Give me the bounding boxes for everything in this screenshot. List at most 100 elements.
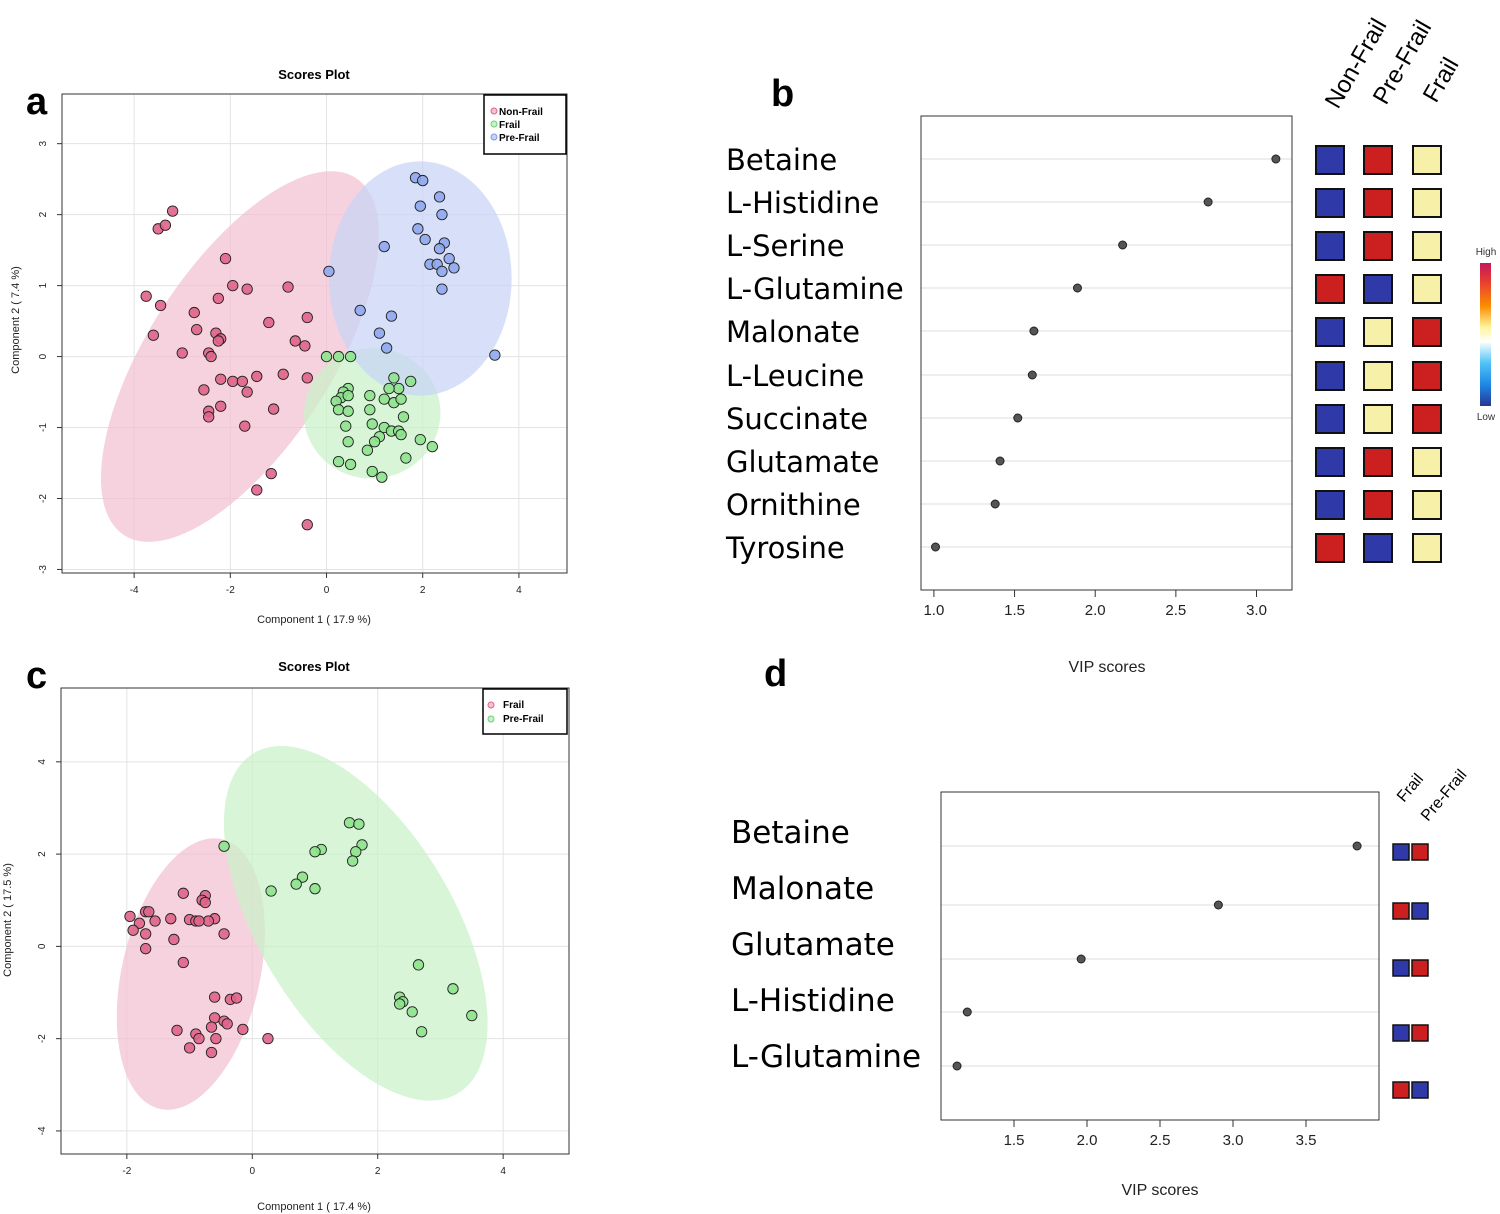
x-tick-label: 3.0 <box>1223 1132 1244 1149</box>
vip-point <box>1027 370 1037 380</box>
data-point-pre-frail <box>414 200 426 212</box>
data-point-pre-frail <box>417 174 429 187</box>
x-tick-label: 1.5 <box>1004 602 1025 619</box>
data-point-non-frail <box>176 347 188 359</box>
heatmap-cell <box>1363 404 1393 434</box>
legend-label-pre-frail-c: Pre-Frail <box>503 714 544 725</box>
data-point-pre-frail <box>354 304 366 317</box>
panel-a-frame <box>61 93 568 574</box>
data-point-non-frail <box>215 373 227 385</box>
legend-marker-pre-frail-c <box>487 715 495 723</box>
data-point-frail <box>221 1018 233 1030</box>
data-point-pre-frail <box>290 878 302 890</box>
vip-point <box>931 542 941 552</box>
panel-c-x-ticks: -2 0 2 4 <box>122 1154 506 1177</box>
data-point-frail <box>393 382 405 395</box>
x-tick-label: 0 <box>250 1166 256 1177</box>
panel-b-vip-plot: Betaine L-Histidine L-Serine L-Glutamine Mal… <box>725 14 1496 676</box>
heatmap-cell <box>1392 843 1410 861</box>
heatmap-cell <box>1315 361 1345 391</box>
panel-b-frame <box>920 115 1293 591</box>
data-point-non-frail <box>301 372 313 384</box>
heatmap-cell <box>1315 490 1345 520</box>
panel-c-scores-plot: Scores Plot -2 0 2 4 -4 -2 0 2 4 Component 1 ( … <box>2 659 570 1213</box>
panel-a-y-ticks: -3 -2 -1 0 1 2 3 <box>38 140 62 574</box>
metabolite-label: L-Glutamine <box>731 1039 921 1075</box>
data-point-non-frail <box>166 205 179 217</box>
data-point-non-frail <box>212 335 224 347</box>
data-point-frail <box>320 350 333 363</box>
metabolite-label: L-Histidine <box>726 186 879 220</box>
data-point-non-frail <box>191 323 203 336</box>
panel-c-ellipses <box>116 746 488 1110</box>
heatmap-cell <box>1412 188 1442 218</box>
data-point-non-frail <box>251 484 263 496</box>
metabolite-label: Glutamate <box>726 445 879 479</box>
data-point-frail <box>140 928 152 940</box>
metabolite-label: Malonate <box>726 315 860 349</box>
data-point-non-frail <box>227 375 239 388</box>
data-point-non-frail <box>147 329 160 341</box>
metabolite-label: Ornithine <box>726 488 861 522</box>
heatmap-cell <box>1315 533 1345 563</box>
x-tick-label: 3.5 <box>1296 1132 1317 1149</box>
data-point-non-frail <box>205 350 217 363</box>
heatmap-cell <box>1411 902 1429 920</box>
panel-a-x-axis-title: Component 1 ( 17.9 %) <box>257 614 371 626</box>
x-tick-label: 2.0 <box>1077 1132 1098 1149</box>
data-point-non-frail <box>241 283 253 295</box>
metabolite-label: L-Glutamine <box>726 272 904 306</box>
data-point-pre-frail <box>415 1026 428 1038</box>
heatmap-cell <box>1363 317 1393 347</box>
x-tick-label: 4 <box>500 1166 506 1177</box>
data-point-frail <box>340 420 352 432</box>
data-point-frail <box>414 433 426 446</box>
data-point-pre-frail <box>265 885 277 897</box>
x-tick-label: -2 <box>122 1166 131 1177</box>
data-point-non-frail <box>299 340 311 352</box>
data-point-pre-frail <box>356 839 368 851</box>
confidence-ellipse-pre-frail <box>223 746 488 1101</box>
vip-point <box>1271 154 1281 164</box>
legend-marker-non-frail <box>490 107 498 115</box>
data-point-pre-frail <box>433 243 446 255</box>
panel-d-x-ticks: 1.5 2.0 2.5 3.0 3.5 <box>1004 1120 1317 1149</box>
vip-point <box>1118 240 1128 250</box>
panel-c-x-axis-title: Component 1 ( 17.4 %) <box>257 1201 371 1213</box>
data-point-pre-frail <box>378 240 390 253</box>
data-point-frail <box>366 418 378 430</box>
data-point-pre-frail <box>436 208 448 221</box>
data-point-frail <box>199 896 211 909</box>
metabolite-label: Betaine <box>726 143 837 177</box>
data-point-frail <box>395 393 407 405</box>
color-scale-low-label: Low <box>1477 412 1496 423</box>
panel-c-frame <box>60 687 570 1155</box>
panel-c-points <box>124 817 478 1059</box>
panel-letter-a: a <box>26 81 48 123</box>
x-tick-label: 2.5 <box>1165 602 1186 619</box>
vip-point <box>1013 413 1023 423</box>
panel-a-legend: Non-Frail Frail Pre-Frail <box>483 94 567 155</box>
data-point-non-frail <box>227 279 239 292</box>
y-tick-label: 2 <box>37 851 48 857</box>
heatmap-cell <box>1392 959 1410 977</box>
heatmap-cell <box>1411 1024 1429 1042</box>
panel-a-x-ticks: -4 -2 0 2 4 <box>130 573 522 596</box>
heatmap-cell <box>1412 490 1442 520</box>
heatmap-cell <box>1412 404 1442 434</box>
x-tick-label: 2.0 <box>1085 602 1106 619</box>
data-point-frail <box>376 471 388 483</box>
data-point-non-frail <box>239 420 251 432</box>
heatmap-cell <box>1412 533 1442 563</box>
x-tick-label: 2.5 <box>1150 1132 1171 1149</box>
data-point-pre-frail <box>218 840 230 852</box>
heatmap-cell <box>1412 447 1442 477</box>
vip-point <box>1213 900 1223 910</box>
heatmap-cell <box>1392 1024 1410 1042</box>
data-point-frail <box>332 455 345 468</box>
data-point-frail <box>342 405 354 417</box>
vip-point <box>1203 197 1213 207</box>
data-point-frail <box>237 1023 249 1036</box>
heatmap-cell <box>1363 274 1393 304</box>
heatmap-cell <box>1363 231 1393 261</box>
